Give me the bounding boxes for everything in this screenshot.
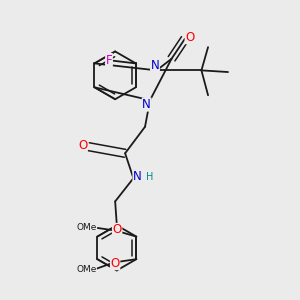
Text: N: N [142,98,151,111]
Text: O: O [78,139,87,152]
Text: O: O [110,256,120,270]
Text: N: N [151,59,159,72]
Text: F: F [106,54,112,67]
Text: O: O [112,224,122,236]
Text: N: N [133,170,142,183]
Text: O: O [185,31,194,44]
Text: H: H [146,172,153,182]
Text: OMe: OMe [76,223,97,232]
Text: OMe: OMe [76,265,97,274]
